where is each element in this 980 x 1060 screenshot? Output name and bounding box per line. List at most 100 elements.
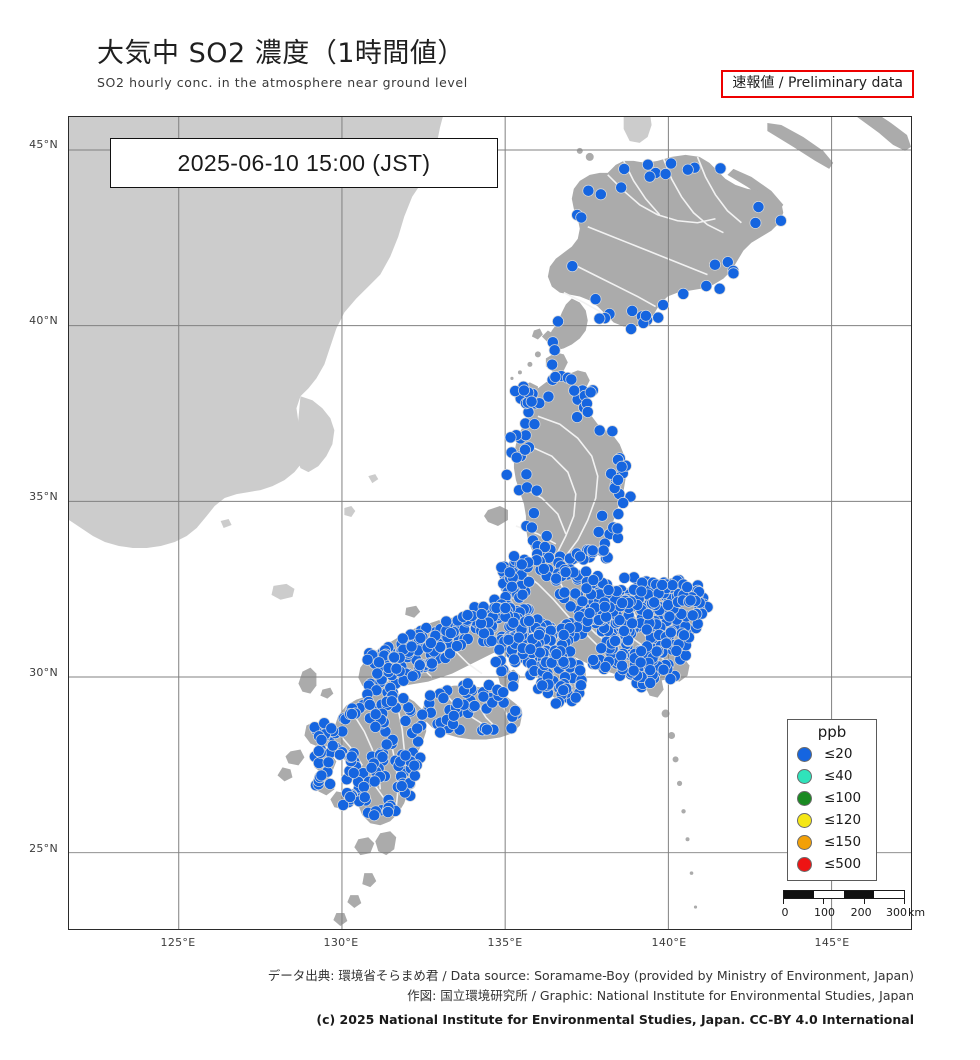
station-point [519,443,531,456]
x-tick-145e: 145°E [814,936,850,949]
station-point [639,309,652,322]
station-point [752,201,765,213]
station-point [656,579,669,591]
station-point [664,673,677,685]
station-point [612,473,624,486]
station-point [644,676,657,689]
scale-label-100: 100 [813,906,835,919]
station-point [684,594,697,607]
station-point [635,645,648,658]
station-point [368,809,381,822]
station-point [640,623,653,636]
station-point [385,695,398,708]
station-point [477,690,490,703]
station-point [358,791,371,804]
station-point [550,648,563,661]
station-point [485,635,498,647]
station-point [609,634,622,647]
station-point [440,615,453,628]
station-point [625,323,638,335]
station-point-layer [308,157,787,822]
station-point [368,775,381,788]
x-tick-130e: 130°E [323,936,359,949]
station-point [536,679,549,692]
station-point [371,667,384,680]
station-point [373,656,385,669]
station-point [650,645,663,658]
station-point [599,661,612,673]
station-point [618,571,631,584]
station-point [549,371,562,383]
map-plot-area[interactable] [68,116,912,930]
station-point [552,315,564,328]
station-point [643,170,656,183]
station-point [606,425,619,438]
legend-label: ≤150 [824,834,862,850]
station-point [361,653,374,666]
scale-bar-ticks [783,899,905,905]
station-point [546,358,559,371]
station-point [657,299,670,311]
station-point [524,643,537,656]
station-point [574,664,587,677]
station-point [575,679,587,692]
station-point [508,550,520,563]
x-tick-125e: 125°E [160,936,196,949]
scale-seg-0 [784,891,814,898]
station-point [714,162,727,175]
station-point [580,582,593,595]
station-point [475,608,488,620]
station-point [451,640,463,652]
station-point [558,586,571,599]
station-point [504,431,517,444]
page-subtitle: SO2 hourly conc. in the atmosphere near … [97,75,468,91]
station-point [749,217,762,229]
station-point [444,647,456,660]
station-point [641,158,654,171]
station-point [681,163,694,176]
station-point [677,287,690,300]
station-point [505,722,518,735]
station-point [322,756,335,769]
station-point [670,644,683,657]
station-point [700,280,713,292]
station-point [522,575,535,588]
scale-label-0: 0 [781,906,789,919]
legend-swatch-icon [797,768,812,784]
timestamp-label: 2025-06-10 15:00 (JST) [177,149,431,176]
legend-label: ≤100 [824,790,862,806]
station-point [600,610,613,623]
legend-swatch-icon [797,834,812,850]
station-point [369,708,382,721]
station-point [595,642,608,655]
station-point [500,468,513,481]
station-point [333,748,346,761]
station-point [616,597,629,609]
station-point [660,637,673,650]
station-point [402,701,415,714]
x-tick-140e: 140°E [651,936,687,949]
station-point [713,282,726,295]
station-point [507,680,519,693]
station-point [382,806,394,818]
station-point [664,626,677,639]
foreign-land-layer [69,117,652,600]
timestamp-box: 2025-06-10 15:00 (JST) [110,138,498,188]
station-point [613,614,626,627]
legend-title: ppb [817,723,847,741]
legend-item-0: ≤20 [788,743,876,765]
scale-bar: 0 100 200 300 km [781,890,925,920]
station-point [666,579,679,592]
station-point [499,602,512,614]
station-point [665,157,678,170]
station-point [587,574,600,587]
legend-label: ≤500 [824,856,862,872]
station-point [497,686,510,699]
station-point [662,599,674,611]
station-point [388,651,401,664]
station-point [369,720,382,733]
station-point [596,509,609,522]
station-point [589,293,602,306]
station-point [405,640,418,653]
